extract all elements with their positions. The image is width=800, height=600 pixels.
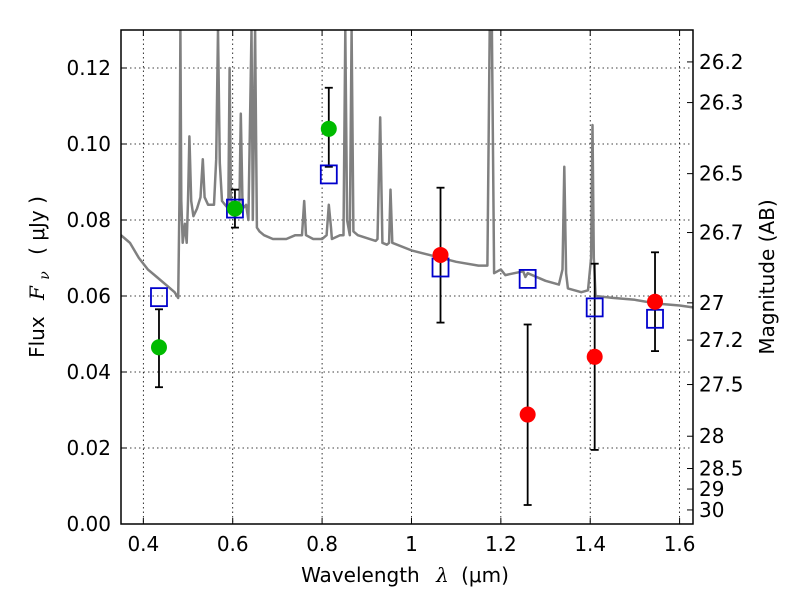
y-tick-label: 0.10 <box>66 132 111 156</box>
y-tick-label: 0.02 <box>66 436 111 460</box>
y2-tick-label: 27 <box>699 291 724 315</box>
x-tick-label: 0.4 <box>127 532 159 556</box>
non-detection-point <box>586 348 603 365</box>
model-square-marker <box>518 268 537 289</box>
y2-tick-label: 26.5 <box>699 162 744 186</box>
y2-tick-label: 27.5 <box>699 373 744 397</box>
y2-axis-label: Magnitude (AB) <box>755 199 779 354</box>
y2-tick-label: 28 <box>699 424 724 448</box>
detection-point <box>320 120 337 137</box>
y-tick-label: 0.04 <box>66 360 111 384</box>
y2-tick-label: 26.7 <box>699 221 744 245</box>
y2-tick-label: 28.5 <box>699 457 744 481</box>
x-tick-label: 0.8 <box>306 532 338 556</box>
x-tick-label: 1.4 <box>574 532 606 556</box>
y-tick-label: 0.12 <box>66 56 111 80</box>
y-axis-label-text: Flux <box>25 316 49 358</box>
x-axis-label: Wavelength λ (μm) <box>301 563 509 587</box>
y2-tick-label: 26.2 <box>699 50 744 74</box>
grid <box>121 30 693 525</box>
x-tick-label: 1 <box>405 532 418 556</box>
model-square-marker <box>319 164 338 185</box>
y-axis-unit: ( μJy ) <box>25 196 49 255</box>
y2-tick-label: 29 <box>699 477 724 501</box>
y2-tick-label: 27.2 <box>699 328 744 352</box>
non-detection-point <box>647 293 664 310</box>
model-square-marker <box>150 287 168 308</box>
plot-frame <box>120 29 694 525</box>
x-tick-label: 1.6 <box>664 532 696 556</box>
y-axis-subscript: ν <box>37 271 53 280</box>
x-axis-unit: (μm) <box>461 563 509 587</box>
x-tick-label: 1.2 <box>485 532 517 556</box>
y-tick-label: 0.00 <box>66 512 111 536</box>
markers <box>150 120 664 423</box>
non-detection-point <box>519 406 536 423</box>
detection-point <box>150 339 167 356</box>
x-axis-label-text: Wavelength <box>301 563 420 587</box>
y-axis-label: Flux F ν ( μJy ) <box>25 196 54 358</box>
y2-tick-label: 26.3 <box>699 91 744 115</box>
non-detection-point <box>432 246 449 263</box>
y-tick-label: 0.06 <box>66 284 111 308</box>
axis-ticks: 0.4 0.6 0.8 1 1.2 1.4 1.6 0.00 0.02 0.04 0.06 0.08 0… <box>66 30 744 556</box>
y-axis-symbol: F <box>25 285 49 301</box>
x-tick-label: 0.6 <box>217 532 249 556</box>
y-tick-label: 0.08 <box>66 208 111 232</box>
model-square-marker <box>585 297 604 318</box>
y2-tick-label: 30 <box>699 498 724 522</box>
spectrum-layer <box>121 30 693 309</box>
x-axis-symbol: λ <box>435 563 449 587</box>
spectrum-line <box>121 30 693 309</box>
model-square-marker <box>646 308 664 329</box>
detection-point <box>226 200 243 217</box>
